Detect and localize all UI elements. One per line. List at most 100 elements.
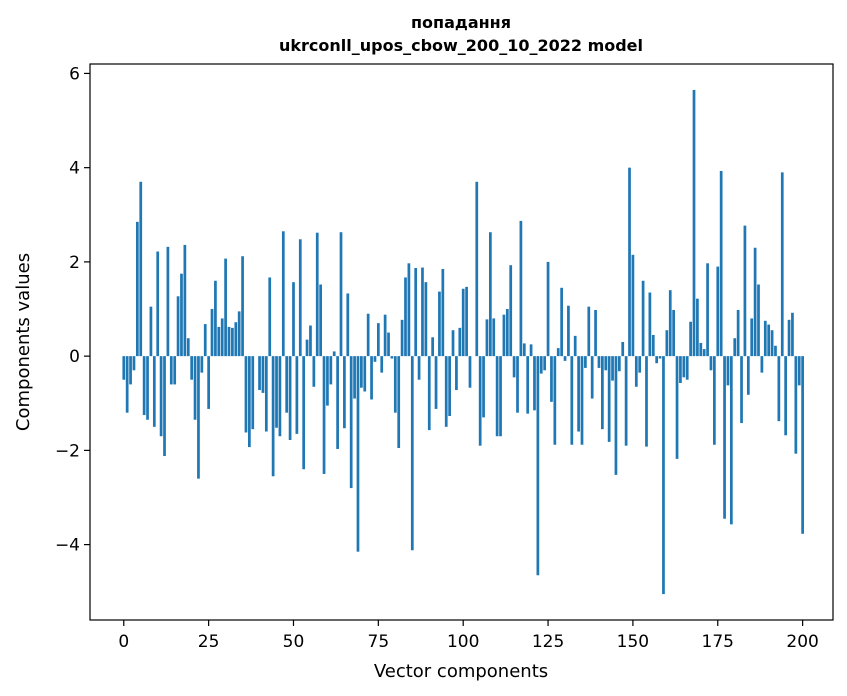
bar	[699, 342, 703, 357]
plot-frame	[89, 63, 834, 621]
bar	[455, 356, 458, 391]
bar	[502, 314, 506, 357]
bar	[427, 356, 431, 431]
bar	[285, 356, 289, 413]
bar	[801, 356, 804, 534]
y-tick-label: 4	[69, 159, 80, 179]
bar	[577, 356, 580, 432]
bar	[573, 335, 577, 357]
bar	[553, 356, 557, 445]
bar	[760, 356, 764, 373]
bar	[770, 330, 774, 357]
bar	[723, 356, 726, 519]
bar	[648, 292, 652, 357]
bar	[539, 356, 543, 374]
bar	[214, 280, 217, 357]
bar	[264, 356, 268, 432]
bar	[281, 231, 285, 357]
bar	[658, 356, 662, 359]
bar	[536, 356, 540, 576]
bar	[176, 296, 180, 357]
bar	[465, 286, 468, 357]
bar	[183, 244, 187, 357]
chart-title-line-1: попадання	[411, 13, 511, 32]
bar	[611, 356, 614, 381]
bar	[601, 356, 604, 430]
x-tick-label: 100	[447, 632, 479, 652]
x-tick-label: 0	[118, 632, 129, 652]
x-axis-ticks: 0 25 50 75 100 125 150 175 200	[118, 620, 819, 652]
x-tick-label: 175	[702, 632, 734, 652]
bar	[580, 356, 584, 445]
x-tick-label: 200	[786, 632, 818, 652]
bar	[125, 356, 129, 413]
bar	[516, 356, 519, 413]
bar	[675, 356, 679, 459]
bar	[292, 282, 295, 357]
bar	[400, 319, 404, 357]
bar	[485, 319, 489, 357]
bar	[261, 356, 265, 393]
bar	[302, 356, 306, 470]
bar	[685, 356, 689, 380]
bar	[458, 327, 462, 357]
bar	[360, 356, 363, 388]
bar	[570, 356, 574, 445]
bar	[706, 263, 709, 357]
bar	[624, 356, 628, 446]
bar	[757, 284, 760, 357]
bar	[207, 356, 210, 409]
x-tick-label: 75	[368, 632, 390, 652]
bar	[251, 356, 255, 430]
bar	[146, 356, 149, 420]
bar	[777, 356, 781, 422]
bar	[526, 356, 530, 414]
bar	[132, 356, 136, 371]
bar	[258, 356, 261, 391]
bar	[590, 356, 594, 399]
bar	[363, 356, 367, 392]
bar	[414, 268, 418, 357]
bar	[594, 309, 597, 357]
bar	[587, 306, 591, 357]
bar	[662, 356, 665, 595]
bar	[692, 89, 696, 357]
bar	[268, 277, 272, 357]
bar	[645, 356, 648, 447]
bar	[346, 293, 350, 357]
bar	[234, 322, 238, 357]
y-tick-label: 6	[69, 64, 80, 84]
bar	[475, 181, 479, 357]
bar	[441, 268, 445, 357]
bar	[780, 172, 784, 357]
bar	[604, 356, 608, 371]
bar	[353, 356, 356, 399]
bar	[505, 309, 509, 357]
bar	[713, 356, 716, 445]
bar	[567, 305, 570, 357]
y-tick-label: −2	[55, 441, 80, 461]
bar	[237, 311, 241, 357]
bar	[305, 339, 309, 357]
bar	[315, 232, 319, 357]
bar	[271, 356, 275, 477]
bar	[743, 225, 747, 357]
bar	[152, 356, 156, 427]
y-tick-label: 2	[69, 253, 80, 273]
bar	[248, 356, 251, 448]
bar	[492, 318, 496, 357]
bar	[149, 306, 153, 357]
bar	[390, 356, 394, 359]
bar	[159, 356, 163, 437]
bar	[634, 356, 638, 387]
bar	[370, 356, 373, 400]
bar	[322, 356, 326, 474]
bar	[373, 356, 377, 362]
bar	[122, 356, 126, 380]
bar	[397, 356, 401, 449]
bar	[509, 265, 513, 357]
bar	[434, 356, 438, 409]
bar	[719, 170, 723, 357]
y-tick-label: 0	[69, 347, 80, 367]
bar	[607, 356, 611, 442]
